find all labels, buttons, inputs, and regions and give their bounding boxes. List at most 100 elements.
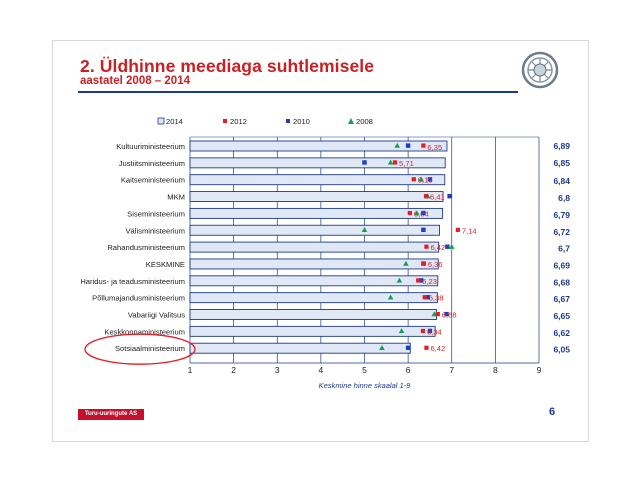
category-label: Põllumajandusministeerium [92, 294, 185, 303]
legend-swatch-2014 [157, 117, 165, 125]
marker-2012 [424, 244, 429, 249]
value-2014: 6,8 [558, 193, 570, 203]
marker-2010 [447, 193, 452, 199]
slide-frame [52, 40, 589, 442]
value-label-2012: 6,35 [427, 143, 442, 152]
slide-subtitle: aastatel 2008 – 2014 [80, 75, 190, 87]
marker-2008 [394, 142, 401, 148]
value-label-2012: 6,34 [427, 327, 442, 336]
marker-2012 [421, 261, 426, 266]
value-2014: 6,85 [553, 158, 570, 168]
bar-2014 [189, 241, 440, 253]
marker-2008 [379, 345, 385, 350]
value-2014: 6,65 [553, 311, 570, 321]
marker-2010 [405, 143, 411, 148]
bar-2014 [189, 157, 446, 169]
marker-2012 [407, 210, 412, 216]
marker-2010 [421, 227, 426, 233]
value-2014: 6,84 [553, 176, 570, 186]
category-label: Vabariigi Valitsus [128, 311, 185, 320]
category-label: Sotsiaalministeerium [115, 344, 185, 353]
bar-2014 [189, 292, 438, 304]
x-tick-label: 2 [231, 365, 236, 375]
value-2014: 6,68 [553, 277, 570, 287]
highlight-ellipse [84, 333, 196, 365]
value-label-2012: 5,71 [399, 159, 414, 168]
emblem-logo-icon [521, 51, 559, 89]
legend-label: 2014 [166, 117, 183, 126]
footer-brand-logo: Turu-uuringute AS [78, 409, 144, 420]
marker-2012 [421, 143, 426, 148]
marker-2008 [361, 227, 368, 233]
marker-series [361, 142, 460, 350]
marker-2012 [424, 345, 429, 350]
x-tick-label: 7 [449, 365, 454, 375]
value-labels-2012: 6,35 5,71 6,13 6,416,04 7,14 6,42 6,36 6,23 6,38… [399, 143, 477, 353]
x-tick-label: 4 [319, 365, 324, 375]
marker-2012 [420, 328, 426, 334]
marker-2012 [435, 312, 440, 317]
value-2014: 6,7 [558, 244, 570, 254]
x-tick-label: 8 [493, 365, 498, 375]
legend-label: 2012 [230, 117, 247, 126]
value-2014: 6,62 [553, 328, 570, 338]
bar-2014 [189, 174, 446, 186]
value-2014: 6,05 [553, 345, 570, 355]
value-label-2012: 6,23 [422, 277, 437, 286]
marker-2008 [418, 176, 425, 182]
legend-swatch-2010 [286, 119, 290, 123]
x-tick-label: 1 [188, 365, 193, 375]
legend-swatch-2008 [348, 118, 354, 124]
marker-2008 [387, 159, 394, 165]
marker-2012 [422, 295, 427, 300]
legend-swatch-2012 [223, 119, 227, 123]
marker-2012 [423, 194, 429, 199]
value-label-2012: 6,04 [414, 209, 429, 218]
x-tick-label: 3 [275, 365, 280, 375]
marker-2008 [387, 294, 394, 300]
right-value-column: 6,89 6,85 6,84 6,8 6,79 6,72 6,7 6,69 6,68 6,67 6,… [553, 141, 570, 355]
title-divider [78, 91, 518, 93]
value-label-2012: 6,42 [430, 243, 445, 252]
x-tick-label: 6 [406, 365, 411, 375]
value-2014: 6,67 [553, 294, 570, 304]
value-label-2012: 6,13 [418, 176, 433, 185]
bar-2014 [189, 207, 444, 219]
value-label-2012: 6,42 [430, 344, 445, 353]
page-number: 6 [549, 406, 556, 418]
value-label-2012: 7,14 [462, 226, 477, 235]
x-tick-label: 5 [362, 365, 367, 375]
marker-2008 [398, 328, 405, 334]
category-label: Siseministeerium [127, 209, 185, 218]
bar-2014 [189, 309, 437, 320]
marker-2012 [416, 278, 421, 283]
bar-2014 [189, 191, 444, 203]
marker-2012 [392, 160, 398, 165]
bar-2014 [189, 140, 448, 152]
marker-2008 [396, 277, 403, 283]
legend-label: 2008 [356, 117, 373, 126]
category-label: Justiitsministeerium [119, 159, 185, 168]
slide-title: 2. Üldhinne meediaga suhtlemisele [80, 56, 375, 76]
value-2014: 6,89 [553, 141, 570, 151]
marker-2010 [427, 328, 433, 334]
value-2014: 6,69 [553, 260, 570, 270]
category-label: Välisministeerium [125, 226, 185, 235]
marker-2010 [405, 345, 411, 350]
marker-2010 [419, 278, 424, 283]
category-label: MKM [167, 193, 185, 202]
marker-2008 [448, 243, 455, 249]
category-label: Haridus- ja teadusministeerium [80, 277, 185, 286]
marker-2012 [411, 177, 416, 182]
marker-2010 [362, 160, 367, 165]
bar-2014 [189, 275, 439, 287]
marker-2010 [444, 311, 449, 317]
marker-2010 [421, 210, 426, 216]
x-axis: 1 2 3 4 5 6 7 8 9 [188, 365, 542, 375]
marker-2010 [425, 295, 430, 300]
category-labels: Kultuuriministeerium Justiitsministeerium… [80, 142, 185, 353]
marker-2008 [403, 260, 409, 266]
marker-2010 [427, 177, 433, 182]
value-2014: 6,79 [553, 210, 570, 220]
